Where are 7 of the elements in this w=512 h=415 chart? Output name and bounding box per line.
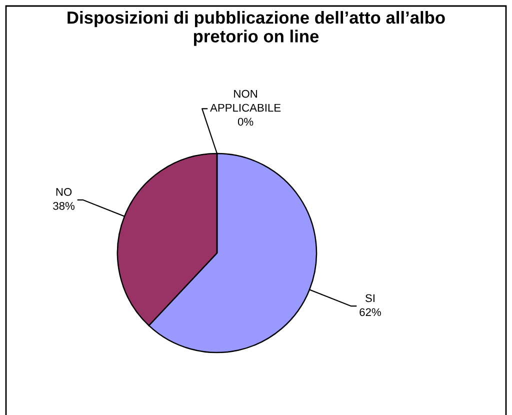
category-label: NON APPLICABILE: [210, 90, 281, 112]
text: 0%: [238, 118, 254, 126]
chart-title: Disposizioni di pubblicazione dell’atto all’albo pretorio on line: [68, 11, 445, 46]
data-label: 38%: [53, 202, 74, 210]
slice-label: NO: [56, 188, 72, 196]
data-label: 62%: [360, 308, 381, 316]
slice-label: SI: [365, 294, 374, 302]
